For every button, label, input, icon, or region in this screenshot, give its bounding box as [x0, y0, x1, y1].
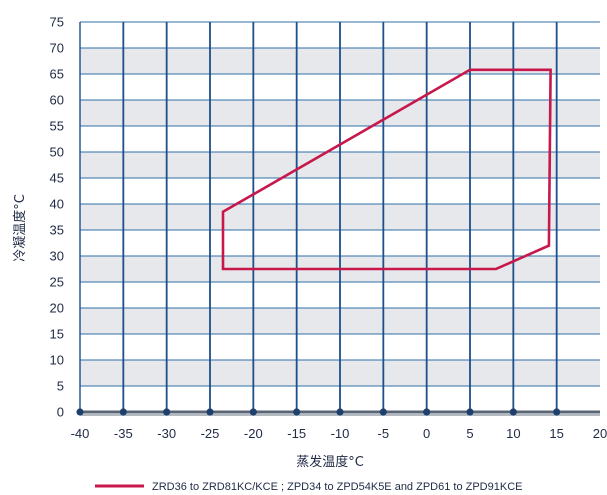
- y-tick-label: 35: [50, 223, 64, 238]
- y-axis-title: 冷凝温度°C: [12, 194, 28, 262]
- x-marker: [249, 408, 257, 416]
- legend-label: ZRD36 to ZRD81KC/KCE ; ZPD34 to ZPD54K5E…: [152, 481, 522, 493]
- y-tick-label: 40: [50, 197, 64, 212]
- x-tick-label: -15: [287, 426, 306, 441]
- y-tick-label: 10: [50, 353, 64, 368]
- y-tick-label: 25: [50, 275, 64, 290]
- x-marker: [293, 408, 301, 416]
- x-tick-label: 0: [423, 426, 430, 441]
- x-marker: [423, 408, 431, 416]
- y-tick-label: 55: [50, 119, 64, 134]
- x-tick-label: -40: [71, 426, 90, 441]
- x-tick-label: -10: [331, 426, 350, 441]
- y-tick-label: 65: [50, 67, 64, 82]
- y-tick-label: 45: [50, 171, 64, 186]
- x-tick-label: -20: [244, 426, 263, 441]
- x-marker: [553, 408, 561, 416]
- vertical-gridlines: [79, 22, 558, 412]
- x-tick-label: -35: [114, 426, 133, 441]
- y-tick-label: 60: [50, 93, 64, 108]
- x-marker: [379, 408, 387, 416]
- y-tick-label: 5: [57, 379, 64, 394]
- y-tick-label: 15: [50, 327, 64, 342]
- y-tick-label: 20: [50, 301, 64, 316]
- series-line-0: [221, 68, 552, 271]
- y-tick-label: 50: [50, 145, 64, 160]
- x-tick-label: 10: [506, 426, 520, 441]
- x-marker: [206, 408, 214, 416]
- legend: ZRD36 to ZRD81KC/KCE ; ZPD34 to ZPD54K5E…: [95, 481, 522, 493]
- x-marker: [163, 408, 171, 416]
- x-tick-label: 5: [466, 426, 473, 441]
- y-tick-label: 70: [50, 41, 64, 56]
- y-tick-label: 0: [57, 405, 64, 420]
- x-marker: [119, 408, 127, 416]
- y-tick-label: 75: [50, 15, 64, 30]
- x-tick-label: -25: [201, 426, 220, 441]
- series-layer: [221, 68, 552, 271]
- x-marker: [76, 408, 84, 416]
- x-tick-label: -30: [157, 426, 176, 441]
- x-axis-markers: [76, 408, 561, 416]
- x-marker: [336, 408, 344, 416]
- x-tick-labels: -40 -35 -30 -25 -20 -15 -10 -5 0 5 10 15 20: [71, 426, 607, 441]
- x-tick-label: -5: [378, 426, 390, 441]
- x-axis-title: 蒸发温度°C: [296, 454, 364, 470]
- y-tick-labels: 0 5 10 15 20 25 30 35 40 45 50 55 60 65 70 75: [50, 15, 64, 420]
- x-marker: [466, 408, 474, 416]
- y-tick-label: 30: [50, 249, 64, 264]
- x-tick-label: 20: [593, 426, 607, 441]
- x-marker: [509, 408, 517, 416]
- x-tick-label: 15: [549, 426, 563, 441]
